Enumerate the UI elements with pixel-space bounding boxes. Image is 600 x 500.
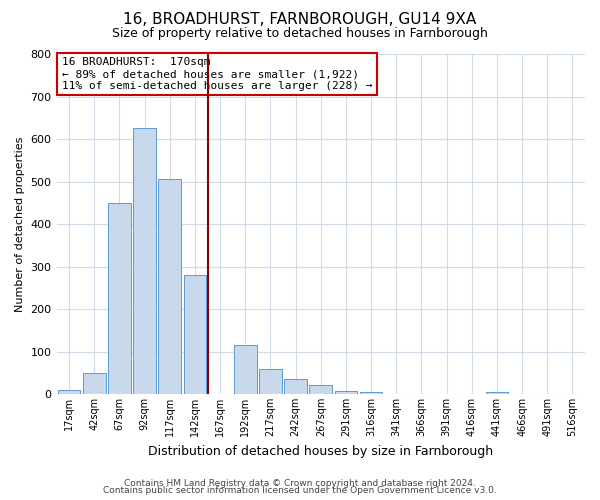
Bar [158, 180, 181, 394]
Bar [485, 392, 508, 394]
Bar [360, 392, 382, 394]
Bar [133, 128, 156, 394]
Bar [108, 203, 131, 394]
Text: Contains public sector information licensed under the Open Government Licence v3: Contains public sector information licen… [103, 486, 497, 495]
Bar [259, 368, 282, 394]
Text: 16, BROADHURST, FARNBOROUGH, GU14 9XA: 16, BROADHURST, FARNBOROUGH, GU14 9XA [124, 12, 476, 28]
Bar [234, 345, 257, 394]
Bar [58, 390, 80, 394]
Bar [284, 379, 307, 394]
Y-axis label: Number of detached properties: Number of detached properties [15, 136, 25, 312]
Bar [310, 384, 332, 394]
Bar [184, 275, 206, 394]
Text: 16 BROADHURST:  170sqm
← 89% of detached houses are smaller (1,922)
11% of semi-: 16 BROADHURST: 170sqm ← 89% of detached … [62, 58, 373, 90]
Bar [335, 390, 357, 394]
Text: Size of property relative to detached houses in Farnborough: Size of property relative to detached ho… [112, 28, 488, 40]
Bar [83, 373, 106, 394]
Text: Contains HM Land Registry data © Crown copyright and database right 2024.: Contains HM Land Registry data © Crown c… [124, 478, 476, 488]
X-axis label: Distribution of detached houses by size in Farnborough: Distribution of detached houses by size … [148, 444, 493, 458]
